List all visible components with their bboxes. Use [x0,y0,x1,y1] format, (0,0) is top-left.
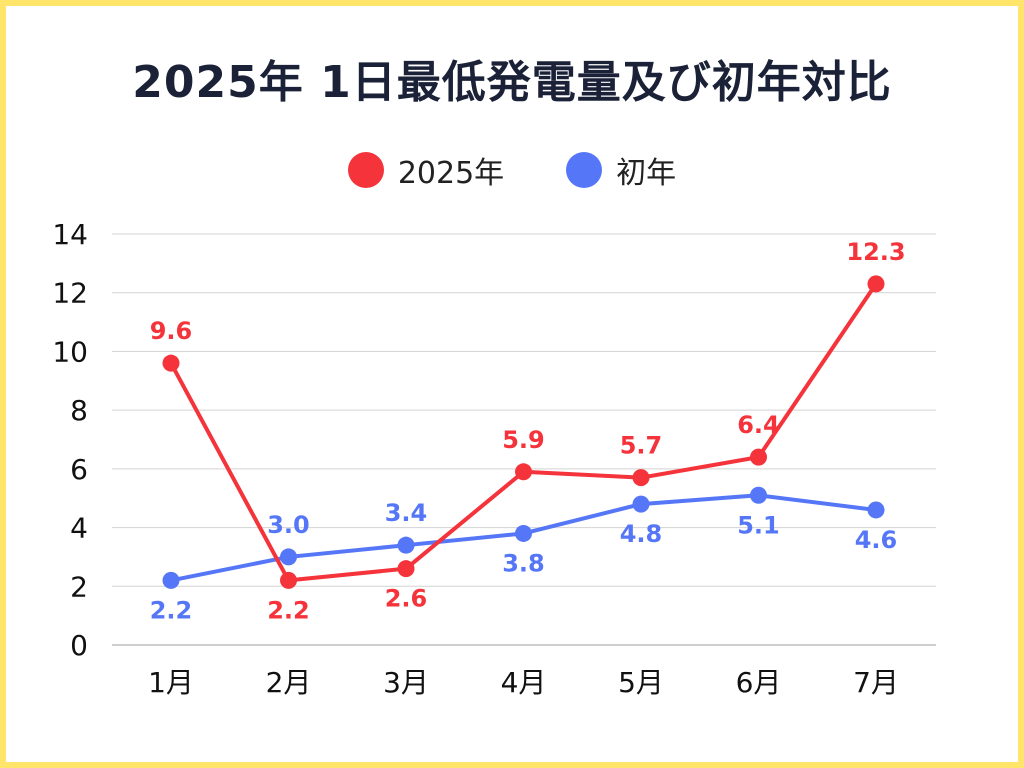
y-tick-label: 8 [70,394,88,427]
data-label: 3.8 [502,549,545,577]
data-label: 6.4 [737,411,780,439]
legend-label-2025: 2025年 [397,156,505,191]
y-tick-label: 12 [52,277,88,310]
data-label: 4.8 [620,520,663,548]
data-label: 2.2 [267,596,310,624]
legend-swatch-first-year [566,152,603,188]
x-tick-label: 3月 [383,666,429,699]
data-label: 3.4 [385,499,428,527]
x-tick-label: 5月 [618,666,664,699]
data-label: 2.2 [150,596,193,624]
y-tick-label: 14 [52,218,88,251]
data-label: 5.1 [737,511,780,539]
data-point [632,495,650,513]
y-tick-label: 2 [70,570,88,603]
data-point [162,354,180,372]
data-labels: 2.2 3.0 3.4 3.8 4.8 5.1 4.6 9.6 2.2 2.6 5.9 5.7 6.4 1… [150,238,906,625]
x-tick-label: 2月 [266,666,312,699]
y-tick-label: 6 [70,453,88,486]
data-point [162,571,180,589]
x-axis-ticks: 1月 2月 3月 4月 5月 6月 7月 [148,666,899,699]
data-point [280,548,297,566]
data-label: 5.9 [502,426,545,454]
data-label: 4.6 [855,526,898,554]
data-label: 9.6 [150,317,193,345]
legend-item-2025: 2025年 [347,148,505,192]
data-point [867,501,885,519]
legend-label-first-year: 初年 [616,156,677,191]
data-point [397,536,415,554]
legend: 2025年 初年 [0,148,1024,192]
data-point [515,463,532,481]
data-point [867,275,885,293]
y-axis-ticks: 0 2 4 6 8 10 12 14 [52,218,88,662]
data-point [750,486,767,504]
chart-title: 2025年 1日最低発電量及び初年対比 [132,57,892,108]
y-tick-label: 10 [52,335,88,368]
x-tick-label: 7月 [853,666,899,699]
series-points [162,275,885,589]
data-point [515,524,532,542]
data-point [397,560,415,578]
data-label: 2.6 [385,585,428,613]
data-point [750,448,767,466]
y-tick-label: 4 [70,512,88,545]
data-label: 3.0 [267,511,310,539]
legend-swatch-2025 [347,152,384,188]
x-tick-label: 4月 [501,666,547,699]
data-label: 5.7 [620,432,663,460]
x-tick-label: 1月 [148,666,194,699]
x-tick-label: 6月 [736,666,782,699]
y-tick-label: 0 [70,629,88,662]
data-point [632,469,650,487]
data-point [280,571,297,589]
data-label: 12.3 [846,238,905,266]
legend-item-first-year: 初年 [566,148,676,192]
